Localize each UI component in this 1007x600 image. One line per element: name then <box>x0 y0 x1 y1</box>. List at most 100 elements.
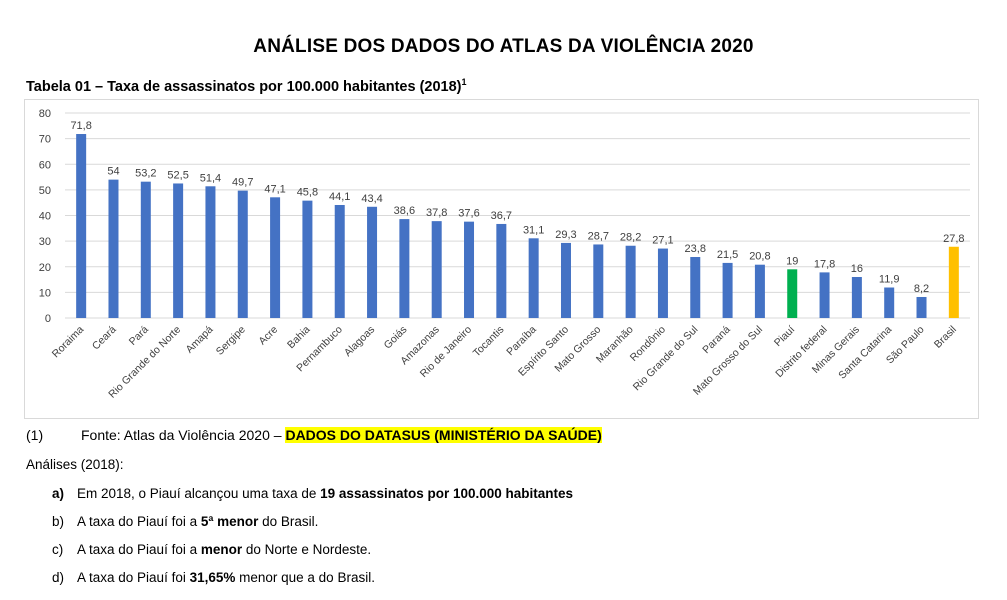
y-tick-label: 50 <box>39 185 51 197</box>
bar-26 <box>916 296 927 318</box>
data-label: 16 <box>851 263 863 275</box>
bar-20 <box>722 262 733 318</box>
item-bold: menor <box>200 542 243 557</box>
data-label: 21,5 <box>717 249 738 261</box>
y-tick-label: 40 <box>39 211 51 223</box>
document-title: ANÁLISE DOS DADOS DO ATLAS DA VIOLÊNCIA … <box>253 36 754 57</box>
bar-2 <box>140 181 151 318</box>
bar-22 <box>787 269 798 318</box>
data-label: 43,4 <box>361 193 382 205</box>
source-highlight: DADOS DO DATASUS (MINISTÉRIO DA SAÚDE) <box>285 427 602 443</box>
bar-4 <box>205 186 216 318</box>
item-text: Em 2018, o Piauí alcançou uma taxa de <box>77 486 321 501</box>
bar-27 <box>948 246 959 318</box>
data-label: 20,8 <box>749 251 770 263</box>
analyses-heading: Análises (2018): <box>26 457 124 472</box>
x-tick-label: Roraima <box>50 324 87 361</box>
data-label: 47,1 <box>264 183 285 195</box>
bar-16 <box>593 244 604 318</box>
data-label: 45,8 <box>297 187 318 199</box>
bar-17 <box>625 245 636 318</box>
bar-14 <box>528 238 539 318</box>
data-label: 38,6 <box>394 205 415 217</box>
item-text: A taxa do Piauí foi a <box>77 542 201 557</box>
bar-23 <box>819 272 830 318</box>
table-title: Tabela 01 – Taxa de assassinatos por 100… <box>26 77 467 95</box>
item-text-end: menor que a do Brasil. <box>235 570 375 585</box>
bar-0 <box>76 134 87 318</box>
x-tick-label: Piauí <box>772 324 797 349</box>
source-note: (1) Fonte: Atlas da Violência 2020 – DADO… <box>26 427 602 443</box>
bar-21 <box>754 264 765 318</box>
bar-18 <box>657 248 668 318</box>
data-label: 53,2 <box>135 168 156 180</box>
data-label: 28,7 <box>588 230 609 242</box>
item-text-end: do Norte e Nordeste. <box>242 542 372 557</box>
data-label: 23,8 <box>685 243 706 255</box>
bar-24 <box>851 277 862 318</box>
item-letter: a) <box>52 486 65 501</box>
bar-11 <box>431 221 442 318</box>
bar-19 <box>690 257 701 318</box>
item-letter: d) <box>52 570 65 585</box>
data-label: 37,6 <box>458 208 479 220</box>
analysis-item-d: d) A taxa do Piauí foi 31,65% menor que a… <box>52 570 375 585</box>
data-label: 27,8 <box>943 233 964 245</box>
bar-10 <box>399 219 410 318</box>
analysis-item-b: b) A taxa do Piauí foi a 5ª menor do Bras… <box>52 514 318 529</box>
bar-3 <box>173 183 184 318</box>
y-tick-label: 0 <box>45 313 51 325</box>
chart-frame: 0 10 20 30 40 50 60 70 80 71,8 Roraima 54 Ceará 53,2 P… <box>24 99 979 419</box>
data-label: 44,1 <box>329 191 350 203</box>
data-label: 27,1 <box>652 235 673 247</box>
item-text: A taxa do Piauí foi <box>77 570 190 585</box>
bar-6 <box>270 197 281 318</box>
bar-1 <box>108 179 119 318</box>
data-label: 29,3 <box>555 229 576 241</box>
item-bold: 5ª menor <box>200 514 259 529</box>
bar-8 <box>334 204 345 318</box>
data-label: 52,5 <box>167 169 188 181</box>
x-tick-label: Goiás <box>382 324 410 352</box>
data-label: 71,8 <box>70 120 91 132</box>
y-tick-label: 60 <box>39 159 51 171</box>
y-tick-label: 70 <box>39 134 51 146</box>
data-label: 31,1 <box>523 224 544 236</box>
footnote-marker: 1 <box>461 77 467 87</box>
x-tick-label: Ceará <box>90 324 119 353</box>
bar-25 <box>884 287 895 318</box>
data-label: 28,2 <box>620 232 641 244</box>
item-text: A taxa do Piauí foi a <box>77 514 201 529</box>
item-letter: c) <box>52 542 64 557</box>
bar-13 <box>496 223 507 318</box>
item-letter: b) <box>52 514 65 529</box>
y-tick-label: 20 <box>39 262 51 274</box>
data-label: 36,7 <box>491 210 512 222</box>
data-label: 51,4 <box>200 172 221 184</box>
table-title-text: Tabela 01 – Taxa de assassinatos por 100… <box>26 78 462 95</box>
data-label: 54 <box>107 166 119 178</box>
analysis-item-a: a) Em 2018, o Piauí alcançou uma taxa de … <box>52 486 573 501</box>
x-tick-label: Sergipe <box>214 324 248 358</box>
data-label: 49,7 <box>232 177 253 189</box>
x-tick-label: Tocantis <box>471 324 507 360</box>
x-tick-label: Alagoas <box>342 324 377 359</box>
data-label: 11,9 <box>879 274 900 286</box>
source-number: (1) <box>26 427 44 443</box>
bar-chart: 0 10 20 30 40 50 60 70 80 71,8 Roraima 54 Ceará 53,2 P… <box>39 108 970 401</box>
source-text: Fonte: Atlas da Violência 2020 – <box>81 427 286 443</box>
item-bold: 19 assassinatos por 100.000 habitantes <box>320 486 574 501</box>
y-tick-label: 30 <box>39 236 51 248</box>
data-label: 8,2 <box>914 283 929 295</box>
bar-12 <box>464 221 475 318</box>
x-tick-label: Amapá <box>184 324 216 356</box>
data-label: 17,8 <box>814 258 835 270</box>
data-label: 37,8 <box>426 207 447 219</box>
analysis-item-c: c) A taxa do Piauí foi a menor do Norte e… <box>52 542 371 557</box>
bar-5 <box>237 190 248 318</box>
item-bold: 31,65% <box>189 570 236 585</box>
x-tick-label: Pará <box>127 324 151 348</box>
x-tick-label: Bahia <box>285 324 313 352</box>
item-text-end: do Brasil. <box>258 514 319 529</box>
y-tick-label: 80 <box>39 108 51 120</box>
